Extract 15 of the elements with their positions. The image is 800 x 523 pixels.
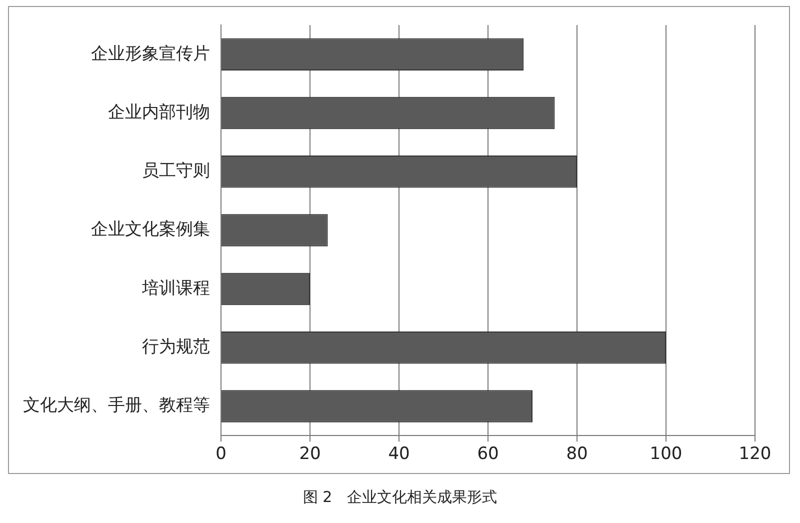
- y-tick-label: 行为规范: [142, 337, 210, 358]
- y-tick-label: 员工守则: [142, 161, 210, 182]
- x-tick-label: 80: [566, 444, 588, 464]
- y-tick-label: 企业内部刊物: [108, 102, 210, 122]
- x-tick-label: 40: [388, 444, 410, 464]
- caption: 图 2 企业文化相关成果形式: [302, 488, 498, 507]
- y-tick-label: 培训课程: [141, 278, 210, 298]
- x-tick-label: 20: [299, 444, 321, 464]
- x-tick-label: 0: [216, 444, 226, 464]
- y-tick-label: 企业文化案例集: [91, 220, 210, 240]
- x-tick-label: 60: [477, 444, 499, 464]
- x-tick-label: 120: [738, 444, 772, 464]
- y-tick-label: 文化大纲、手册、教程等: [23, 396, 210, 416]
- y-tick-label: 企业形象宣传片: [91, 44, 210, 64]
- x-tick-label: 100: [650, 444, 682, 464]
